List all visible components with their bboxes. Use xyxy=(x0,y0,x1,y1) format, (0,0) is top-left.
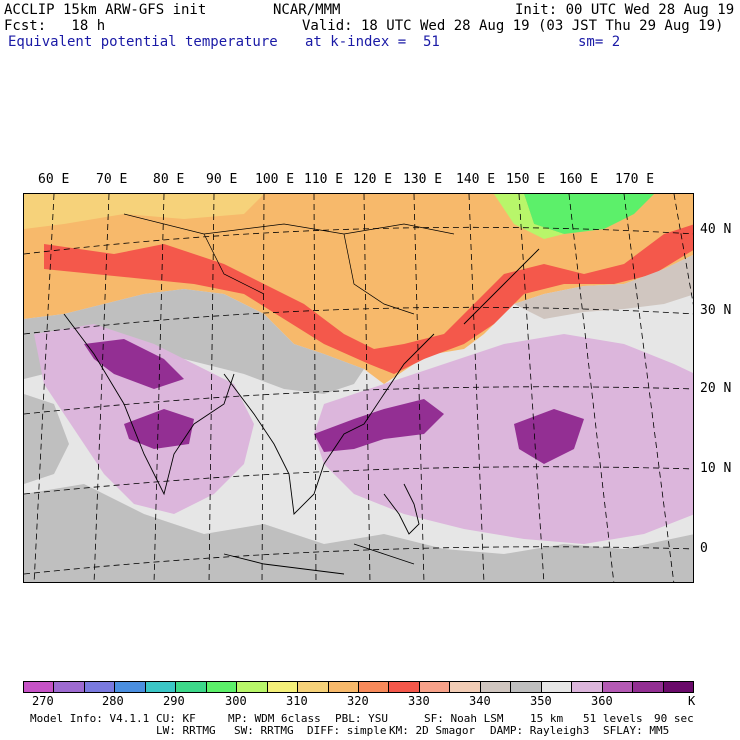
colorbar-swatch xyxy=(267,682,299,692)
footer-item: Model Info: V4.1.1 xyxy=(30,712,150,725)
footer-item: KM: 2D Smagor xyxy=(389,724,476,737)
colorbar-swatch xyxy=(602,682,634,692)
lon-label: 70 E xyxy=(96,172,128,187)
model-title: ACCLIP 15km ARW-GFS init xyxy=(4,2,207,18)
footer-item: MP: WDM 6class xyxy=(228,712,321,725)
footer-item: 51 levels xyxy=(583,712,643,725)
footer-item: PBL: YSU xyxy=(335,712,388,725)
coastline-japan xyxy=(463,248,540,325)
warm-band-lightgreen xyxy=(494,194,564,239)
colorbar-label: 290 xyxy=(163,694,185,708)
coastline-indonesia xyxy=(223,543,415,575)
colorbar-swatch xyxy=(663,682,693,692)
colorbar-label: 350 xyxy=(530,694,552,708)
init-time: Init: 00 UTC Wed 28 Aug 19 xyxy=(515,2,735,18)
warm-band-yellow xyxy=(24,194,264,229)
footer-item: CU: KF xyxy=(156,712,196,725)
lon-label: 130 E xyxy=(403,172,443,187)
theta-e-map xyxy=(23,193,694,583)
lon-label: 60 E xyxy=(38,172,70,187)
footer-item: DAMP: Rayleigh3 xyxy=(490,724,590,737)
lon-label: 100 E xyxy=(255,172,295,187)
org-label: NCAR/MMM xyxy=(273,2,341,18)
colorbar-unit: K xyxy=(688,694,696,708)
colorbar-swatch xyxy=(145,682,177,692)
footer-item: SFLAY: MM5 xyxy=(603,724,670,737)
colorbar-swatch xyxy=(298,682,329,692)
colorbar-swatch xyxy=(176,682,207,692)
lon-label: 110 E xyxy=(304,172,344,187)
grey-zone xyxy=(24,289,364,394)
smoothing-label: sm= 2 xyxy=(578,34,621,50)
lon-label: 170 E xyxy=(615,172,655,187)
footer-item: LW: RRTMG xyxy=(156,724,216,737)
colorbar-swatch xyxy=(450,682,481,692)
lat-label: 10 N xyxy=(700,461,732,476)
colorbar-swatch xyxy=(480,682,512,692)
lat-label: 0 xyxy=(700,541,708,556)
colorbar-label: 320 xyxy=(347,694,369,708)
color-bar xyxy=(23,681,694,693)
footer-item: SF: Noah LSM xyxy=(424,712,504,725)
borders-asia xyxy=(123,213,455,315)
forecast-hour: Fcst: 18 h xyxy=(4,18,106,34)
footer-item: 15 km xyxy=(530,712,564,725)
warm-band-red xyxy=(44,224,693,374)
grey-patch-arabia xyxy=(24,394,69,484)
colorbar-swatch xyxy=(328,682,359,692)
colorbar-label: 270 xyxy=(32,694,54,708)
colorbar-swatch xyxy=(54,682,85,692)
colorbar-swatch xyxy=(541,682,573,692)
grey-zone-east xyxy=(514,254,693,319)
colorbar-label: 280 xyxy=(102,694,124,708)
field-name: Equivalent potential temperature xyxy=(8,34,278,50)
lat-label: 40 N xyxy=(700,222,732,237)
footer-item: SW: RRTMG xyxy=(234,724,294,737)
lon-label: 160 E xyxy=(559,172,599,187)
colorbar-swatch xyxy=(419,682,451,692)
lat-label: 30 N xyxy=(700,303,732,318)
colorbar-swatch xyxy=(237,682,268,692)
warm-band-orange xyxy=(24,194,693,384)
lon-label: 80 E xyxy=(153,172,185,187)
colorbar-swatch xyxy=(358,682,390,692)
colorbar-swatch xyxy=(206,682,238,692)
lon-label: 90 E xyxy=(206,172,238,187)
lon-label: 120 E xyxy=(353,172,393,187)
coastline-india xyxy=(63,313,235,496)
grey-patch-south xyxy=(24,484,693,582)
violet-area-east xyxy=(314,334,693,544)
warm-band-green xyxy=(524,194,654,234)
lat-label: 20 N xyxy=(700,381,732,396)
colorbar-label: 300 xyxy=(225,694,247,708)
colorbar-label: 330 xyxy=(408,694,430,708)
violet-core-scs xyxy=(314,399,444,452)
colorbar-label: 340 xyxy=(469,694,491,708)
valid-time: Valid: 18 UTC Wed 28 Aug 19 (03 JST Thu … xyxy=(302,18,724,34)
colorbar-swatch xyxy=(511,682,542,692)
footer-item: DIFF: simple xyxy=(307,724,387,737)
colorbar-label: 310 xyxy=(286,694,308,708)
level-label: at k-index = 51 xyxy=(305,34,440,50)
footer-item: 90 sec xyxy=(654,712,694,725)
lon-label: 140 E xyxy=(456,172,496,187)
graticule-lon xyxy=(33,194,693,582)
colorbar-label: 360 xyxy=(591,694,613,708)
colorbar-swatch xyxy=(633,682,664,692)
violet-core-bay xyxy=(124,409,194,449)
colorbar-swatch xyxy=(84,682,116,692)
colorbar-swatch xyxy=(24,682,55,692)
colorbar-swatch xyxy=(115,682,146,692)
violet-core-pacific xyxy=(514,409,584,464)
colorbar-swatch xyxy=(572,682,603,692)
lon-label: 150 E xyxy=(506,172,546,187)
colorbar-swatch xyxy=(389,682,420,692)
coastline-seasia xyxy=(223,333,435,515)
coastline-philippines xyxy=(383,483,420,535)
